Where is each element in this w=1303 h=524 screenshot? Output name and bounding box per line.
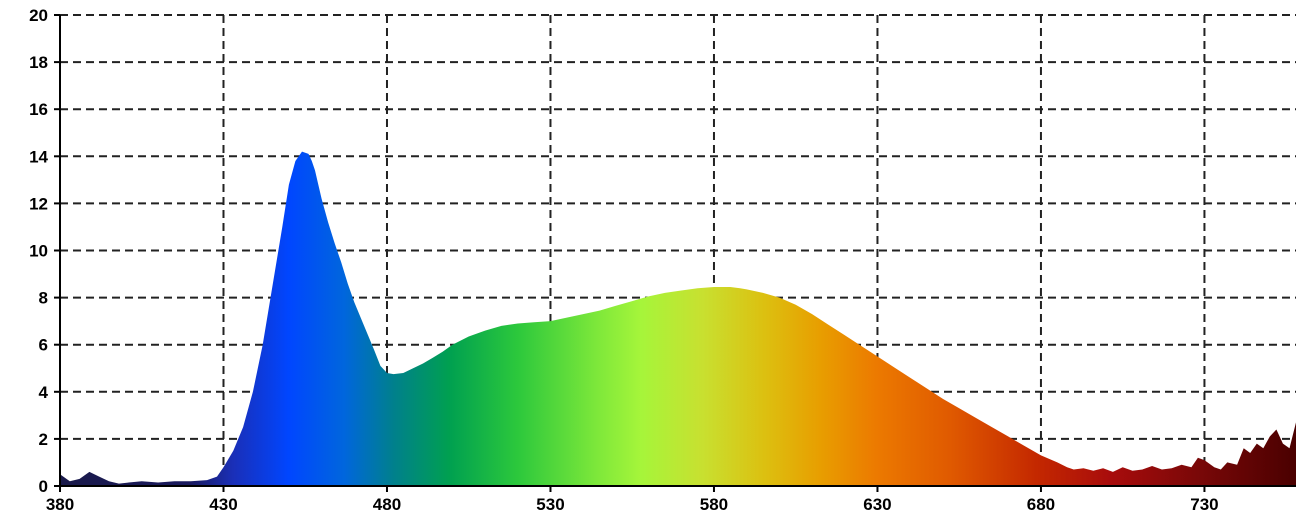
y-tick-label-12: 12: [29, 194, 48, 213]
x-tick-label-680: 680: [1027, 495, 1055, 514]
x-tick-label-630: 630: [863, 495, 891, 514]
x-tick-label-480: 480: [373, 495, 401, 514]
y-tick-label-2: 2: [39, 430, 48, 449]
y-tick-label-10: 10: [29, 242, 48, 261]
y-tick-label-0: 0: [39, 477, 48, 496]
y-tick-label-14: 14: [29, 147, 48, 166]
x-tick-label-580: 580: [700, 495, 728, 514]
x-tick-label-430: 430: [209, 495, 237, 514]
y-tick-label-16: 16: [29, 100, 48, 119]
y-tick-label-8: 8: [39, 289, 48, 308]
x-tick-label-730: 730: [1190, 495, 1218, 514]
y-tick-label-6: 6: [39, 336, 48, 355]
x-tick-label-530: 530: [536, 495, 564, 514]
spectrum-area: [60, 151, 1296, 486]
y-axis-ticks: 0 2 4 6 8 10 12 14 16 18 20: [29, 6, 60, 496]
y-tick-label-4: 4: [39, 383, 49, 402]
y-tick-label-20: 20: [29, 6, 48, 25]
y-tick-label-18: 18: [29, 53, 48, 72]
x-tick-label-380: 380: [46, 495, 74, 514]
x-axis-ticks: 380 430 480 530 580 630 680 730: [46, 486, 1219, 514]
